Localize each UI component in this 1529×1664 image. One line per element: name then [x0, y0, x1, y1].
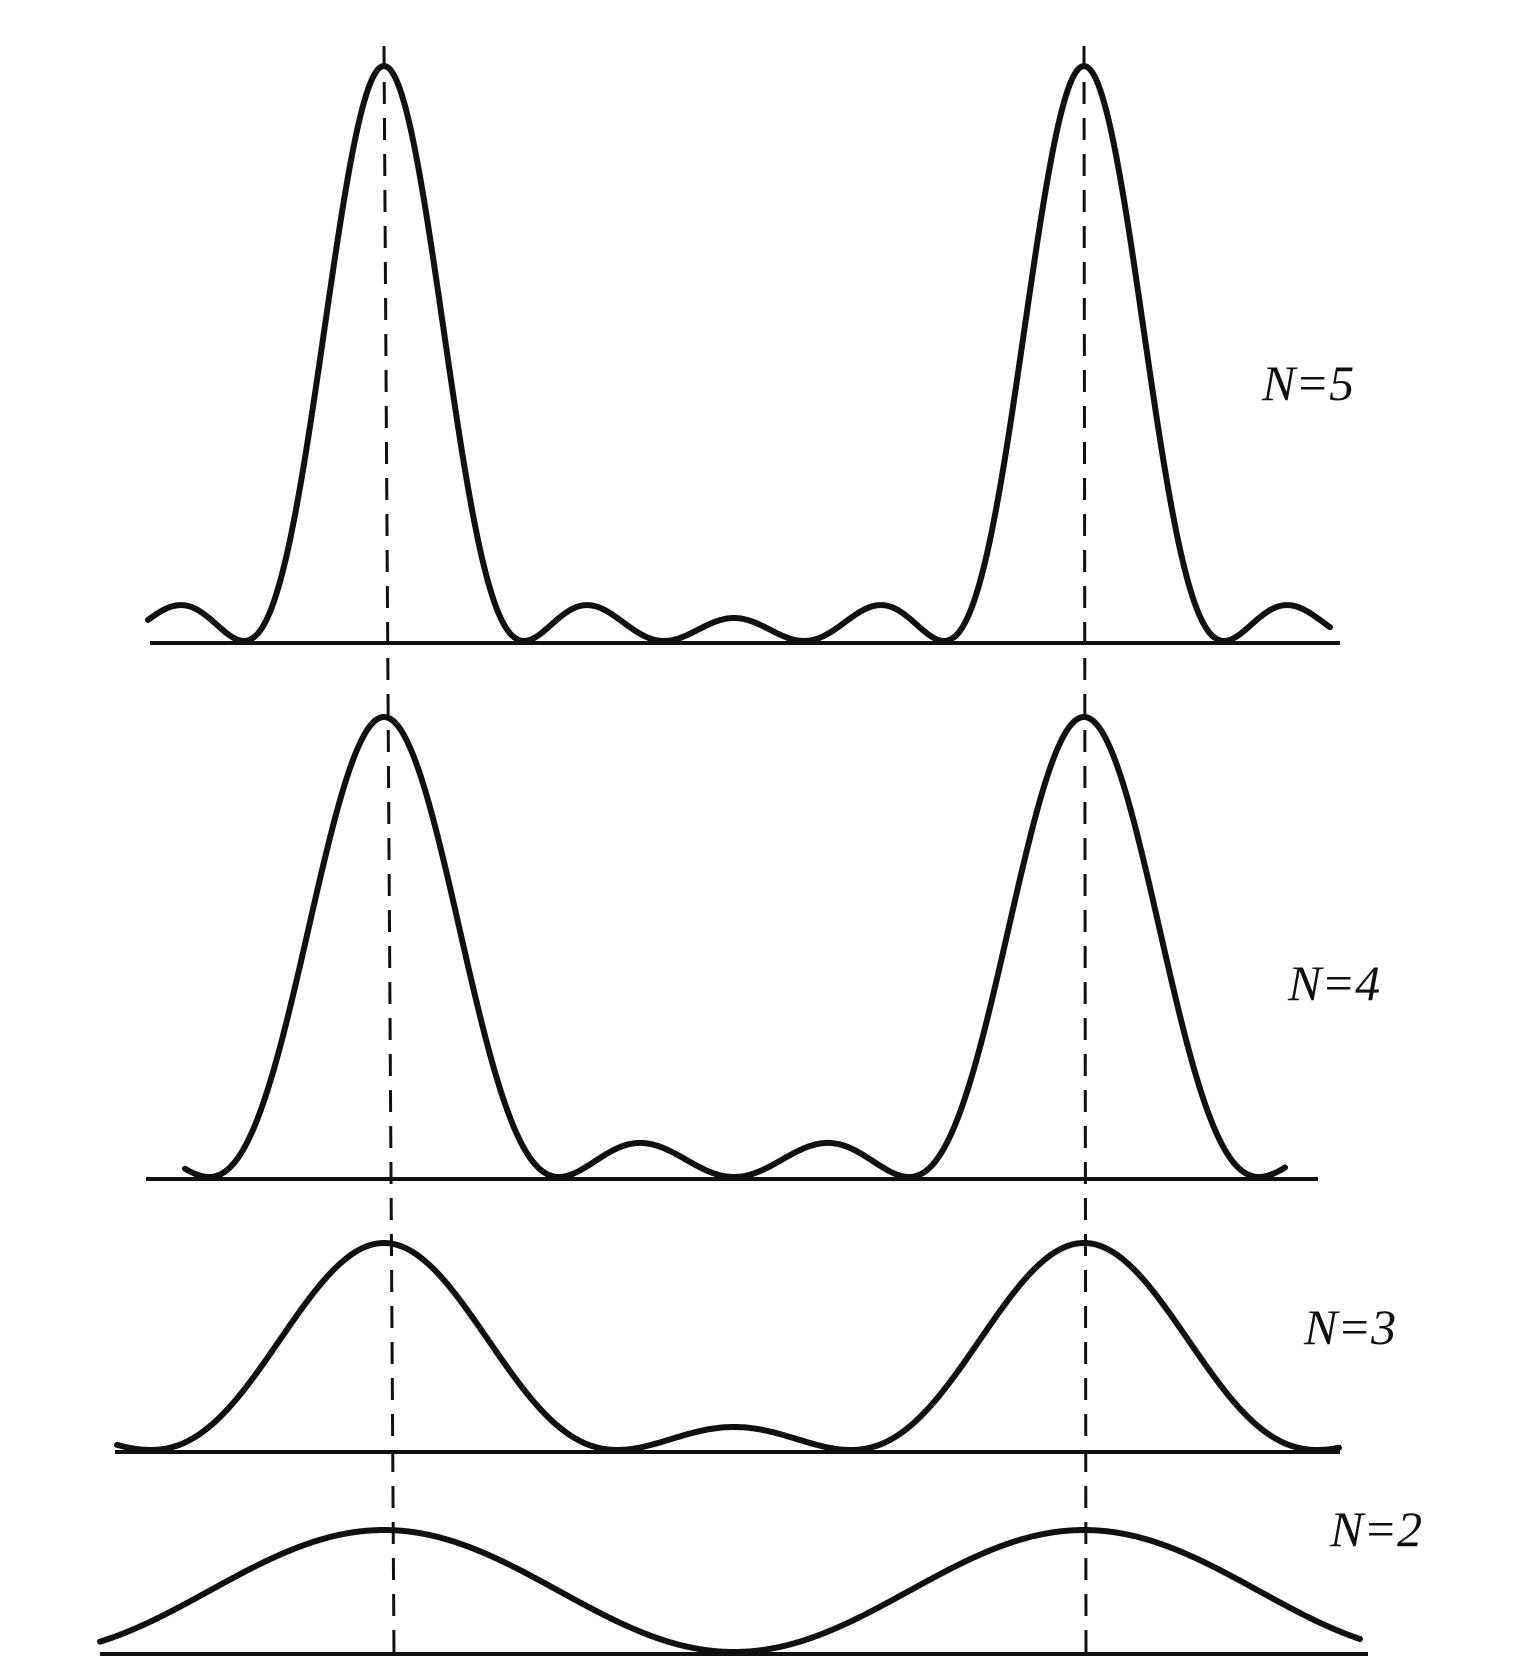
intensity-curve — [97, 1527, 1363, 1655]
panel-label: N=4 — [1287, 955, 1380, 1011]
intensity-curve — [145, 63, 1333, 644]
principal-max-line — [1082, 45, 1088, 1657]
panel-label: N=5 — [1261, 355, 1354, 411]
panel-label: N=3 — [1303, 1299, 1396, 1355]
intensity-curve — [182, 714, 1288, 1180]
panel-label: N=2 — [1329, 1501, 1422, 1557]
principal-max-line — [382, 45, 396, 1657]
intensity-curve — [114, 1240, 1342, 1453]
